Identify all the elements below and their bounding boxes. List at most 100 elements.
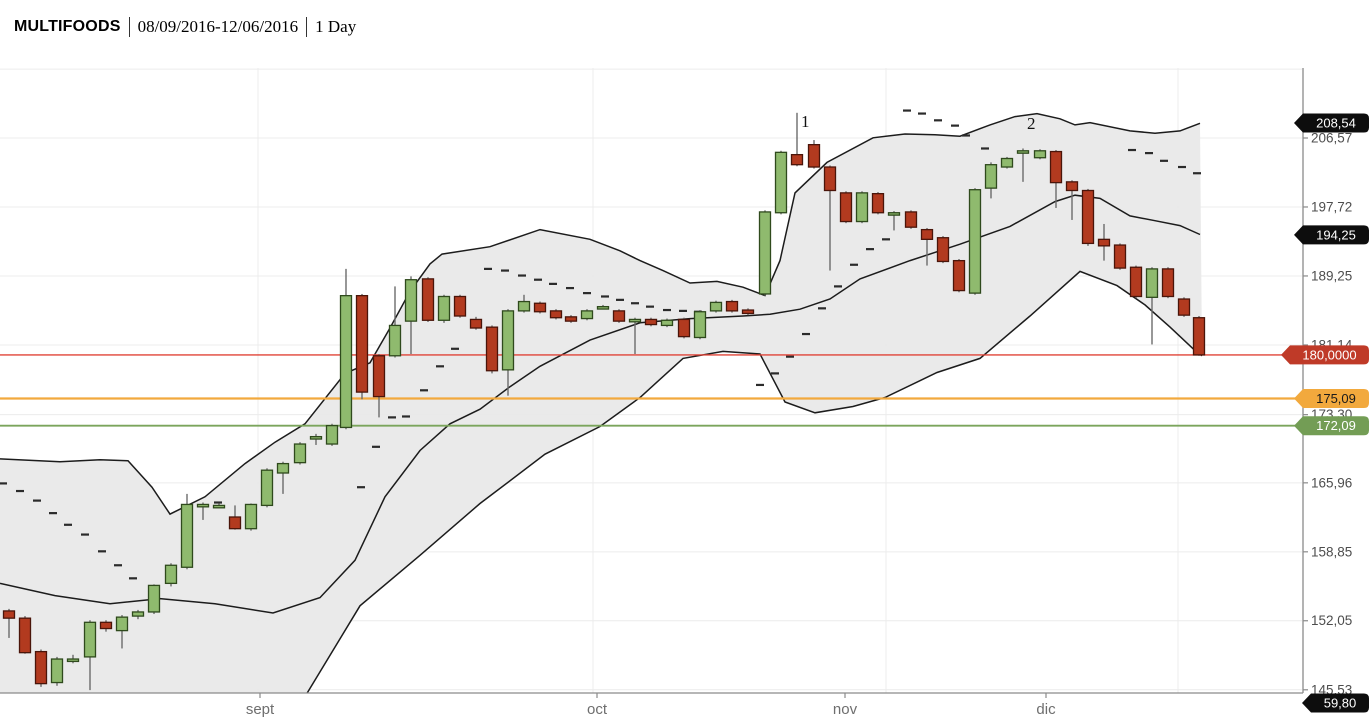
candle-body-down — [485, 326, 499, 372]
band-fill — [0, 113, 1202, 693]
chart-title: MULTIFOODS 08/09/2016-12/06/2016 1 Day — [14, 14, 356, 40]
psar-dot — [357, 486, 365, 489]
candle — [355, 293, 369, 400]
psar-dot — [81, 533, 89, 536]
y-tick-label: 158,85 — [1311, 544, 1352, 559]
candle — [790, 112, 804, 167]
candle — [339, 268, 353, 430]
upper-band-last-badge-label: 208,54 — [1316, 116, 1356, 131]
candle-body-down — [564, 316, 578, 322]
volume-last-badge: 59,80 — [1302, 693, 1369, 713]
middle-band-last-badge-shape — [1294, 225, 1369, 245]
psar-dot — [882, 238, 890, 241]
psar-dot — [679, 309, 687, 312]
level-180-badge[interactable]: 180,0000 — [1281, 345, 1369, 365]
candle-body-down — [677, 318, 691, 338]
psar-dot — [1145, 151, 1153, 155]
candle-body-up — [968, 189, 982, 294]
trade-marker-2: 2 — [1027, 114, 1036, 133]
candle — [501, 309, 515, 396]
psar-dot — [98, 550, 106, 553]
candle-body-up — [180, 503, 194, 568]
candle-body-up — [260, 469, 274, 507]
candle — [612, 309, 626, 323]
psar-dot — [601, 295, 609, 298]
y-tick-label: 152,05 — [1311, 613, 1352, 628]
level-172-badge-shape — [1294, 416, 1369, 436]
candle-body-down — [904, 211, 918, 228]
candle-body-down — [1177, 298, 1191, 316]
candle — [212, 503, 226, 509]
candle-body-up — [660, 319, 674, 327]
candle-body-down — [533, 302, 547, 313]
candle-body-down — [807, 143, 821, 168]
candle — [437, 294, 451, 323]
upper-band-last-badge: 208,54 — [1294, 113, 1369, 133]
date-range: 08/09/2016-12/06/2016 — [137, 17, 299, 36]
candle-body-down — [839, 192, 853, 223]
candle — [469, 316, 483, 330]
candle-body-up — [1145, 268, 1159, 298]
psar-dot — [0, 482, 7, 485]
candle-body-down — [549, 310, 563, 319]
candle — [741, 308, 755, 316]
candle-body-down — [936, 237, 950, 263]
candle-body-up — [293, 443, 307, 464]
candle — [196, 502, 210, 520]
candle-body-up — [309, 435, 323, 440]
candle-body-up — [437, 295, 451, 321]
candle — [660, 318, 674, 328]
month-label-dic[interactable]: dic — [1036, 701, 1056, 718]
psar-dot — [566, 286, 574, 290]
psar-dot — [451, 347, 459, 350]
candle-body-up — [388, 324, 402, 357]
candle — [693, 310, 707, 340]
lower-band-line — [306, 270, 1203, 693]
month-label-sept[interactable]: sept — [246, 701, 275, 718]
candle-body-down — [1192, 317, 1206, 356]
candle-body-down — [355, 294, 369, 393]
candle — [34, 649, 48, 687]
candle — [372, 354, 386, 418]
psar-dot — [1128, 148, 1136, 152]
candle — [644, 317, 658, 327]
trade-marker-1: 1 — [801, 112, 810, 131]
month-label-oct[interactable]: oct — [587, 701, 608, 718]
candle — [228, 505, 242, 530]
level-172-badge-label: 172,09 — [1316, 418, 1356, 433]
candle — [180, 493, 194, 570]
candle-body-up — [774, 151, 788, 214]
candle — [293, 442, 307, 465]
candle-body-down — [469, 318, 483, 329]
level-175-badge[interactable]: 175,09 — [1294, 388, 1369, 408]
psar-dot — [1178, 165, 1186, 169]
month-label-nov[interactable]: nov — [833, 701, 858, 718]
candles-layer — [2, 112, 1206, 691]
candle-body-down — [18, 617, 32, 654]
psar-dot — [786, 355, 794, 358]
candle — [131, 609, 145, 620]
title-separator — [306, 17, 308, 37]
candle — [453, 294, 467, 318]
y-tick-label: 189,25 — [1311, 268, 1352, 283]
candle-body-up — [887, 212, 901, 216]
level-172-badge[interactable]: 172,09 — [1294, 416, 1369, 436]
candle-body-up — [1000, 157, 1014, 168]
candle-body-down — [1113, 244, 1127, 269]
candle-body-down — [725, 300, 739, 312]
candle — [115, 615, 129, 649]
candle-body-down — [1065, 181, 1079, 192]
candle — [1177, 297, 1191, 317]
psar-dot — [903, 109, 911, 112]
upper-band-last-badge-shape — [1294, 113, 1369, 133]
candle — [2, 608, 16, 638]
candle-body-down — [871, 193, 885, 214]
candle — [533, 301, 547, 314]
candle — [66, 654, 80, 664]
candle — [984, 162, 998, 199]
candle-body-up — [131, 611, 145, 617]
candle-body-up — [196, 503, 210, 508]
psar-dot — [64, 523, 72, 526]
